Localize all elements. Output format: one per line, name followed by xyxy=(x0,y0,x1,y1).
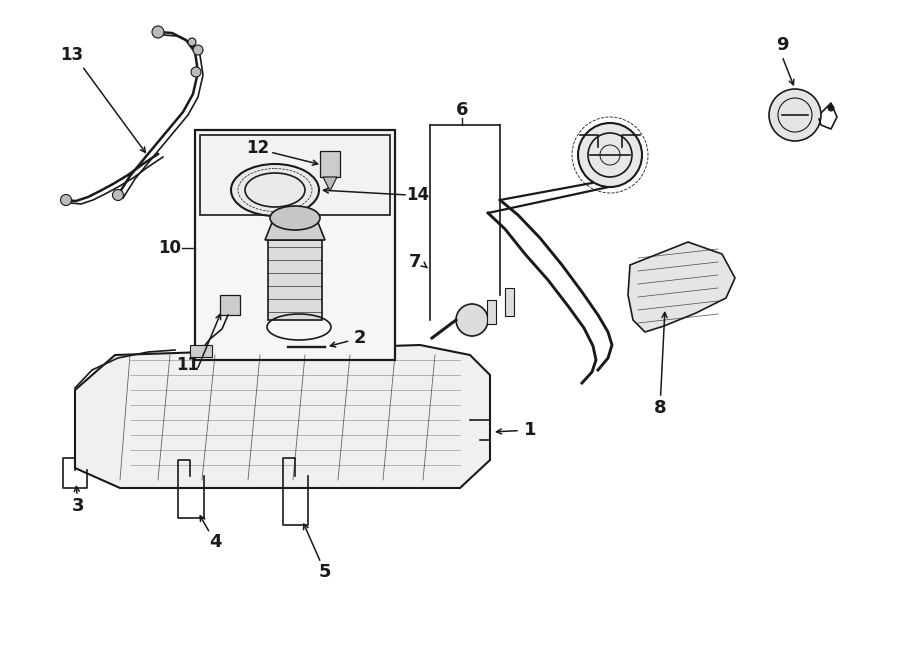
Text: 1: 1 xyxy=(524,421,536,439)
Circle shape xyxy=(827,104,834,112)
Text: 9: 9 xyxy=(776,36,788,54)
Polygon shape xyxy=(628,242,735,332)
Text: 6: 6 xyxy=(455,101,468,119)
Text: 3: 3 xyxy=(72,497,85,515)
Ellipse shape xyxy=(231,164,319,216)
Bar xyxy=(195,130,395,360)
Bar xyxy=(190,345,212,357)
Polygon shape xyxy=(75,345,490,488)
Circle shape xyxy=(193,45,203,55)
Polygon shape xyxy=(323,177,337,191)
Circle shape xyxy=(152,26,164,38)
Bar xyxy=(487,300,496,324)
Circle shape xyxy=(769,89,821,141)
Text: 14: 14 xyxy=(407,186,429,204)
Ellipse shape xyxy=(270,206,320,230)
Bar xyxy=(505,288,514,316)
Circle shape xyxy=(60,194,71,206)
Text: 13: 13 xyxy=(60,46,84,64)
Text: 10: 10 xyxy=(158,239,182,257)
Text: 11: 11 xyxy=(176,356,200,374)
Text: 4: 4 xyxy=(209,533,221,551)
Text: 8: 8 xyxy=(653,399,666,417)
Text: 7: 7 xyxy=(409,253,421,271)
Circle shape xyxy=(112,190,123,200)
Polygon shape xyxy=(265,220,325,240)
Text: 5: 5 xyxy=(319,563,331,581)
Bar xyxy=(320,151,340,177)
Bar xyxy=(220,295,240,315)
Text: 12: 12 xyxy=(247,139,270,157)
Circle shape xyxy=(188,38,196,46)
Text: 2: 2 xyxy=(354,329,366,347)
Bar xyxy=(268,240,322,320)
Bar xyxy=(200,135,390,215)
Circle shape xyxy=(578,123,642,187)
Circle shape xyxy=(456,304,488,336)
Circle shape xyxy=(191,67,201,77)
